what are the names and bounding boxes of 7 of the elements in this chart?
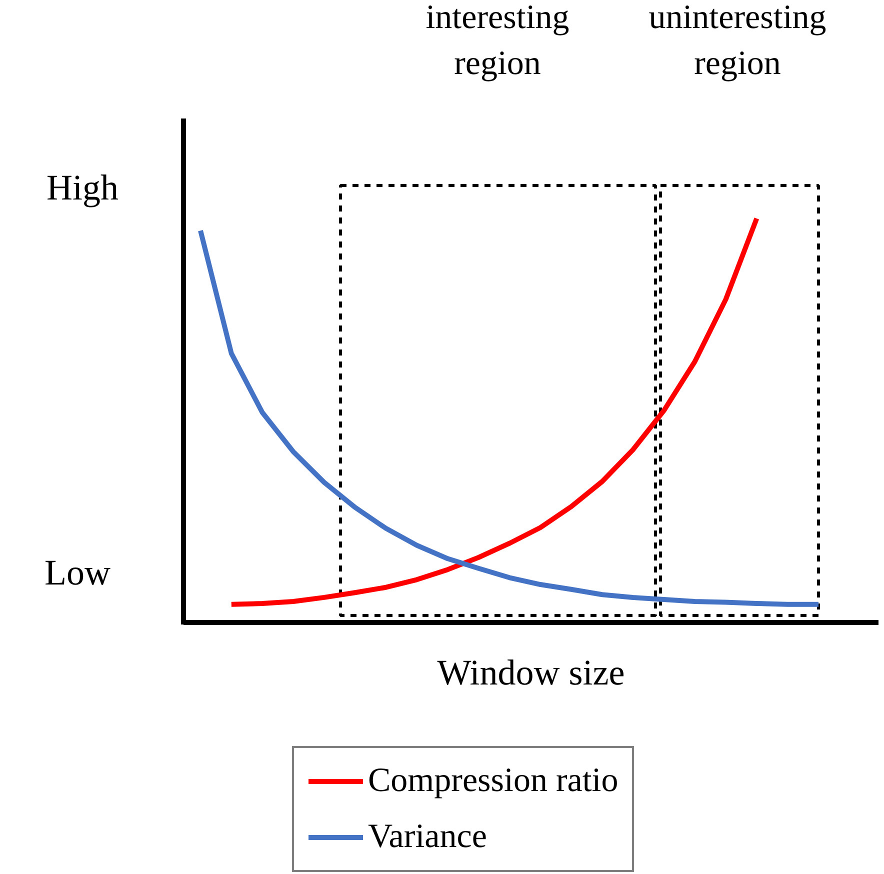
text: Low bbox=[44, 552, 111, 592]
text: uninteresting region bbox=[648, 0, 826, 82]
legend-label: Variance bbox=[368, 818, 487, 856]
legend-label: Compression ratio bbox=[368, 762, 618, 800]
x-axis-title: Window size bbox=[437, 652, 625, 692]
text: High bbox=[46, 168, 118, 208]
text: interesting region bbox=[426, 0, 570, 82]
